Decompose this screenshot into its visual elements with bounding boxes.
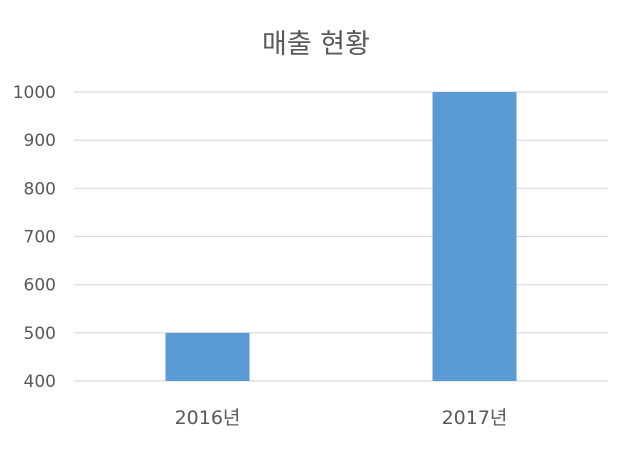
x-category-label: 2017년: [442, 407, 508, 429]
y-tick-label: 1000: [13, 83, 56, 103]
bar-2016년: [165, 332, 250, 381]
y-tick-label: 400: [24, 372, 56, 392]
y-tick-label: 600: [24, 276, 56, 296]
y-tick-label: 700: [24, 228, 56, 248]
y-tick-label: 500: [24, 324, 56, 344]
x-category-label: 2016년: [175, 407, 241, 429]
y-tick-label: 900: [24, 131, 56, 151]
chart-title: 매출 현황: [262, 29, 370, 60]
bar-2017년: [432, 92, 517, 381]
y-tick-label: 800: [24, 179, 56, 199]
